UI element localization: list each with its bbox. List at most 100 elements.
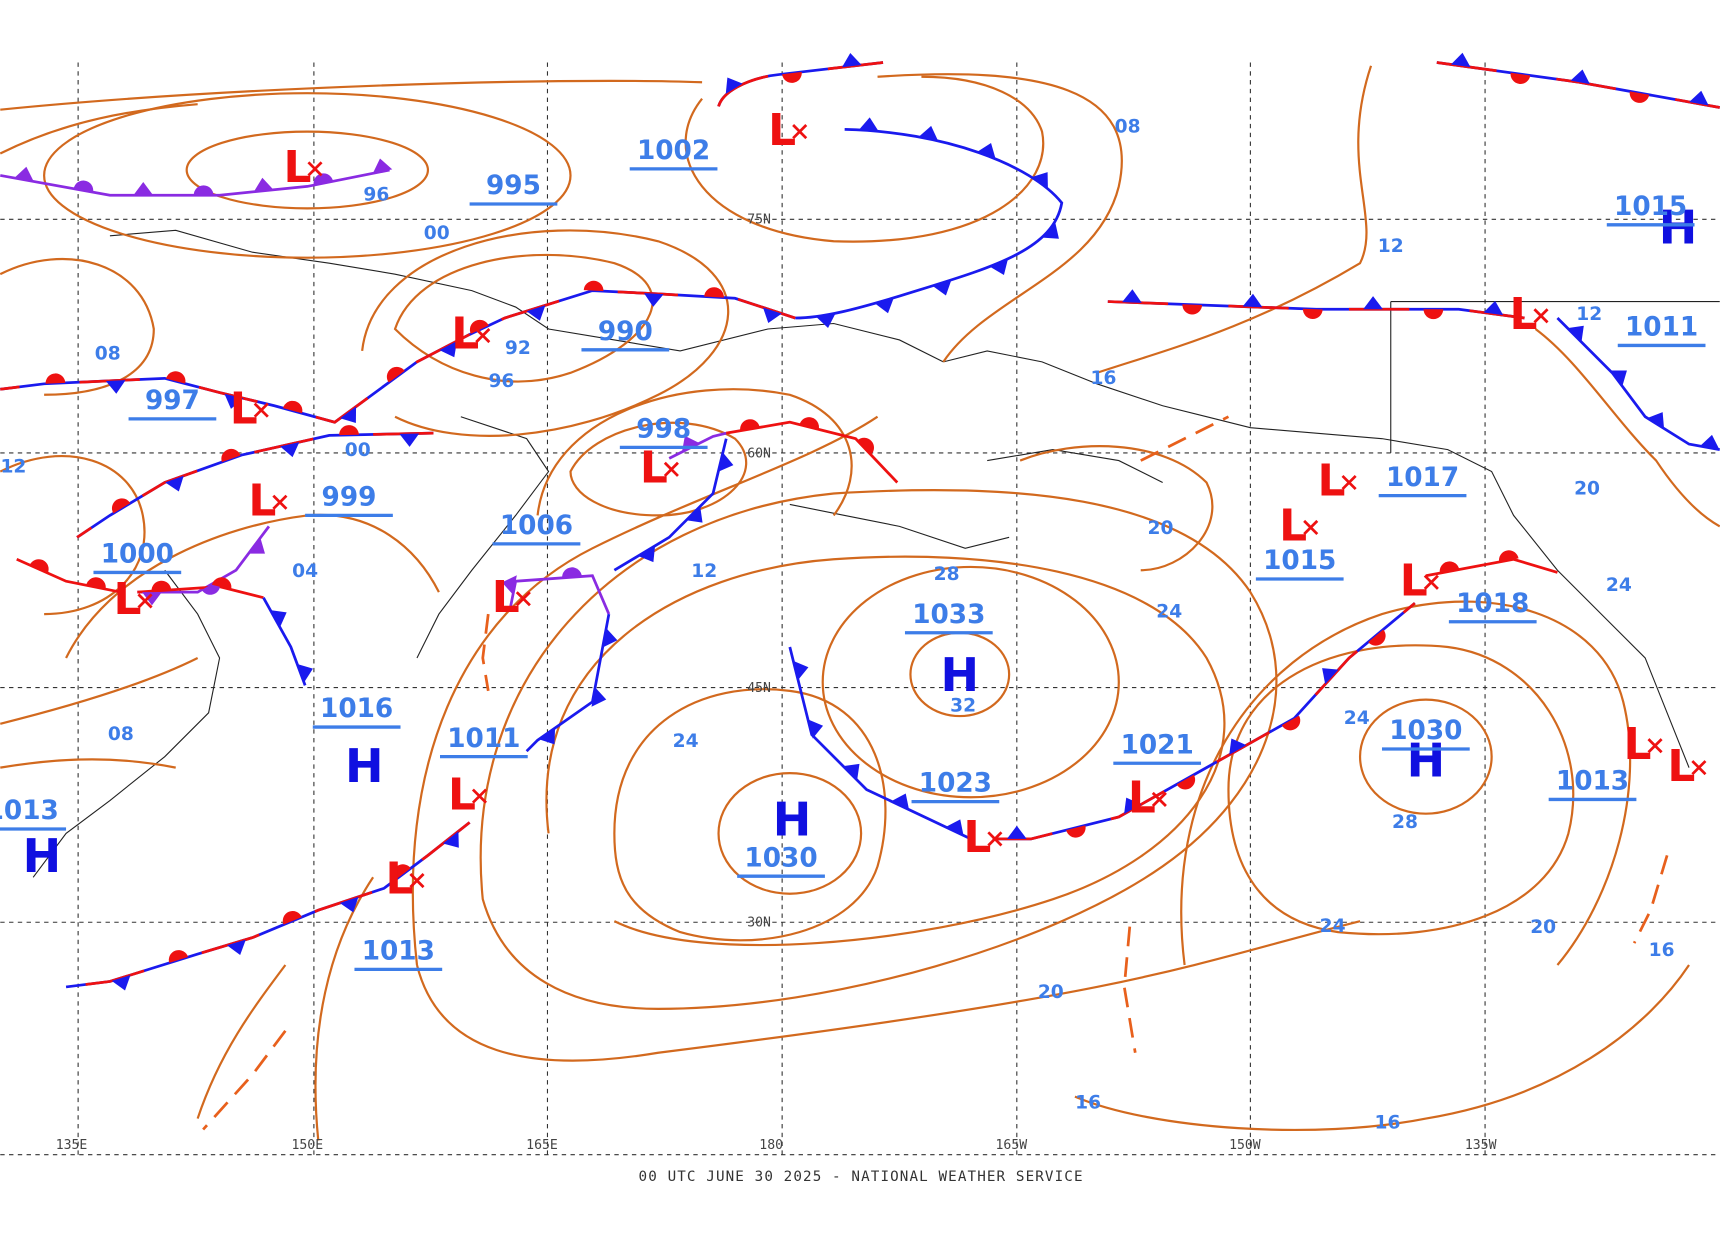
central-pressure: 1021 — [1121, 730, 1194, 760]
front-symbol — [807, 719, 824, 739]
front-symbol — [562, 567, 582, 578]
front-symbol — [133, 182, 154, 196]
front-symbol — [602, 628, 618, 648]
front-symbol — [1689, 90, 1709, 106]
low-center: L — [1128, 773, 1156, 824]
warm-front — [725, 420, 899, 484]
latitude-label: 75N — [747, 213, 771, 228]
front-symbol — [193, 185, 214, 196]
front-symbol — [105, 380, 126, 394]
isobar — [393, 253, 654, 383]
front-symbol — [843, 763, 860, 781]
front-symbol — [386, 366, 405, 383]
low-center: L — [448, 769, 476, 820]
coastline — [943, 350, 1690, 768]
front-symbol — [442, 831, 459, 848]
low-center: L — [385, 854, 413, 905]
front-symbol — [1423, 309, 1444, 320]
isobar-label: 00 — [345, 440, 371, 461]
occluded-front — [508, 574, 611, 615]
central-pressure: 1030 — [744, 843, 817, 873]
isobar-label: 16 — [1090, 368, 1116, 389]
isobar — [411, 415, 879, 966]
isobar — [536, 388, 853, 517]
isobar — [1358, 698, 1493, 815]
isobar-label: 20 — [1530, 917, 1556, 938]
isobar-label: 20 — [1574, 479, 1600, 500]
isobar — [569, 421, 748, 517]
front-symbol — [111, 498, 131, 514]
front-symbol — [280, 442, 300, 458]
front-symbol — [1629, 91, 1650, 103]
front-segment — [1107, 300, 1525, 320]
coastlines — [32, 229, 1720, 878]
central-pressure: 1011 — [1625, 313, 1698, 343]
isobar-label: 08 — [1115, 117, 1141, 138]
coastline — [32, 569, 221, 878]
high-center: H — [345, 739, 384, 793]
isobar — [684, 75, 1045, 243]
low-position-mark — [1647, 738, 1663, 754]
low-center: L — [640, 443, 668, 494]
low-position-mark — [1533, 308, 1549, 324]
isobar-label: 08 — [108, 724, 134, 745]
isobar — [361, 229, 730, 437]
front-segment — [469, 289, 796, 336]
front-symbol — [297, 663, 313, 683]
low-position-mark — [987, 831, 1003, 847]
isobar-label: 24 — [1156, 601, 1182, 622]
front-symbol — [1567, 325, 1584, 343]
longitude-label: 135E — [56, 1138, 88, 1153]
low-position-mark — [1303, 519, 1319, 536]
front-symbol — [858, 117, 879, 132]
front-symbol — [224, 393, 244, 409]
front-symbol — [1122, 289, 1142, 303]
isobar — [0, 258, 155, 396]
coastline — [1390, 301, 1720, 453]
central-pressure: 1015 — [1614, 192, 1687, 222]
cold-front — [525, 613, 611, 753]
front-symbol — [502, 575, 517, 595]
central-pressure: 1015 — [1263, 546, 1336, 576]
front-symbol — [372, 158, 393, 174]
front-symbol — [282, 911, 302, 925]
front-symbol — [989, 258, 1008, 275]
front-symbol — [526, 305, 546, 321]
low-center: L — [768, 105, 796, 156]
cold-front — [613, 438, 728, 572]
central-pressure: 1002 — [637, 136, 710, 166]
isobar — [877, 73, 1123, 363]
trough — [1122, 926, 1137, 1053]
central-pressure: 999 — [322, 483, 377, 513]
low-center: L — [248, 475, 276, 526]
isobar — [185, 130, 430, 210]
front-symbol — [248, 537, 265, 554]
front-segment — [992, 602, 1416, 841]
isobar-label: 00 — [424, 223, 450, 244]
front-symbol — [583, 280, 604, 292]
high-center: H — [1659, 200, 1698, 254]
front-symbol — [1570, 69, 1590, 85]
front-symbol — [1439, 561, 1460, 574]
low-position-mark — [471, 788, 488, 804]
front-symbol — [1499, 550, 1519, 562]
central-pressure: 1013 — [1556, 767, 1629, 797]
front-symbol — [439, 341, 457, 358]
low-position-mark — [1151, 791, 1167, 807]
latitude-label: 60N — [747, 446, 771, 461]
isobar-label: 24 — [1344, 708, 1370, 729]
low-center: L — [1509, 289, 1537, 340]
front-symbol — [918, 125, 939, 141]
front-symbol — [168, 950, 189, 963]
central-pressure: 998 — [636, 415, 691, 445]
front-symbol — [891, 793, 910, 810]
low-center: L — [230, 383, 258, 434]
central-pressure: 1013 — [362, 937, 435, 967]
front-symbol — [1031, 172, 1048, 189]
troughs — [202, 415, 1669, 1131]
low-position-mark — [663, 461, 679, 477]
front-symbol — [1699, 434, 1720, 450]
front-symbol — [1647, 412, 1665, 429]
low-center: L — [1279, 501, 1307, 552]
low-center: L — [963, 812, 991, 863]
